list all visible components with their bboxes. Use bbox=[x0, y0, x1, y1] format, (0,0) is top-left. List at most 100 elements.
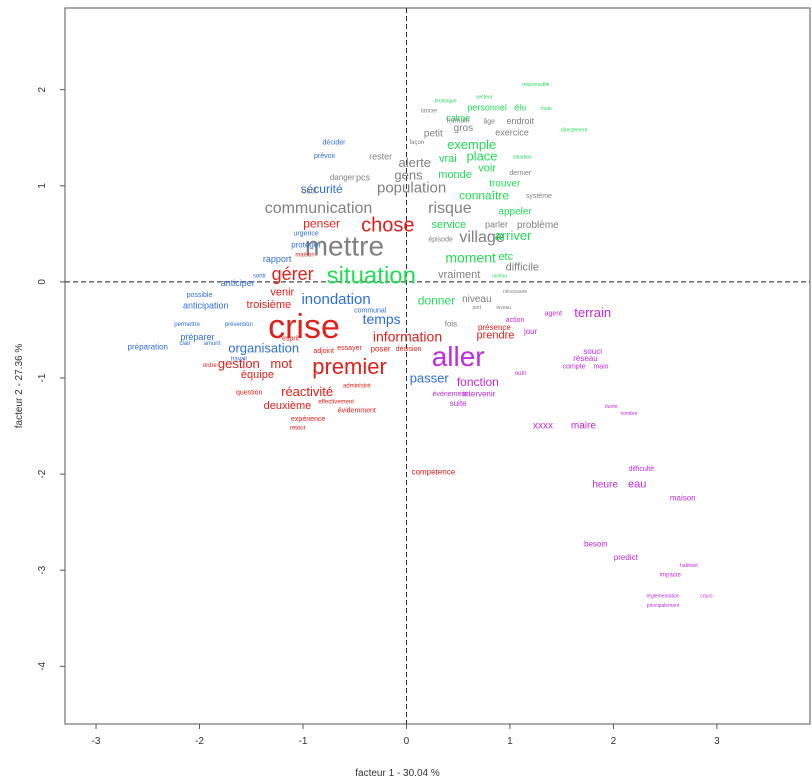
word-point: décider bbox=[323, 139, 347, 146]
word-point: fonction bbox=[457, 375, 499, 389]
word-point: moment bbox=[445, 250, 496, 266]
y-axis-title: facteur 2 - 27.36 % bbox=[14, 344, 25, 429]
word-point: service bbox=[431, 219, 466, 231]
word-point: personnel bbox=[467, 102, 507, 112]
word-point: jour bbox=[523, 327, 538, 336]
word-point: petit bbox=[424, 129, 443, 140]
word-point: permettre bbox=[174, 322, 200, 328]
word-point: agent bbox=[545, 310, 563, 317]
word-point: outil bbox=[515, 371, 526, 377]
word-point: responsable bbox=[522, 82, 549, 88]
word-point: intervenir bbox=[462, 389, 495, 398]
word-point: situation bbox=[327, 262, 416, 289]
word-point: venir bbox=[270, 286, 294, 298]
word-point: etc bbox=[498, 251, 513, 263]
word-point: monde bbox=[438, 169, 472, 181]
word-point: voir bbox=[478, 162, 496, 174]
word-point: réglementation bbox=[647, 594, 680, 600]
word-point: vrai bbox=[439, 153, 457, 165]
word-point: système bbox=[526, 193, 552, 200]
word-point: gens bbox=[394, 168, 423, 183]
word-point: predict bbox=[614, 553, 639, 562]
word-point: besoin bbox=[584, 539, 608, 548]
word-point: terrain bbox=[574, 305, 611, 320]
x-tick-label: 2 bbox=[611, 736, 617, 747]
word-point: prévention bbox=[225, 322, 253, 328]
word-point: main bbox=[593, 363, 608, 370]
word-point: trouver bbox=[489, 179, 521, 190]
word-point: décision bbox=[396, 346, 422, 353]
word-point: clair bbox=[180, 341, 191, 347]
word-point: effectivement bbox=[318, 400, 354, 406]
word-point: organisation bbox=[228, 341, 299, 356]
word-point: troisième bbox=[247, 299, 292, 311]
word-point: endroit bbox=[507, 116, 535, 126]
word-point: situation bbox=[513, 154, 532, 160]
word-point: aller bbox=[432, 341, 485, 372]
word-point: pcs bbox=[356, 172, 371, 182]
word-point: risque bbox=[428, 200, 472, 217]
word-point: préparation bbox=[128, 342, 168, 351]
word-point: fois bbox=[445, 319, 457, 328]
word-point: élu bbox=[514, 102, 526, 112]
x-tick-label: -2 bbox=[195, 736, 204, 747]
word-point: information bbox=[373, 328, 442, 344]
x-tick-label: 1 bbox=[507, 736, 513, 747]
word-point: parler bbox=[485, 220, 508, 230]
word-point: maison bbox=[670, 493, 696, 502]
y-tick-label: 2 bbox=[37, 86, 48, 92]
word-point: xxxx bbox=[533, 421, 553, 432]
word-point: problème bbox=[517, 220, 559, 231]
word-point: rester bbox=[369, 151, 392, 161]
word-point: équipe bbox=[241, 369, 274, 381]
word-point: protéger bbox=[291, 240, 321, 249]
word-point: nécessaire bbox=[503, 289, 527, 295]
word-point: suite bbox=[450, 399, 467, 408]
word-point: eau bbox=[628, 479, 646, 491]
word-point: route bbox=[540, 106, 552, 112]
word-point: gérer bbox=[272, 264, 314, 284]
word-point: compte bbox=[563, 363, 586, 370]
word-point: gros bbox=[454, 123, 473, 134]
word-point: donner bbox=[418, 293, 455, 307]
word-point: appeler bbox=[498, 206, 532, 217]
word-point: dernier bbox=[509, 170, 531, 177]
word-point: travail bbox=[231, 356, 247, 362]
word-point: sortir bbox=[253, 274, 266, 280]
word-point: niveau bbox=[496, 305, 511, 311]
word-point: urgence bbox=[293, 231, 318, 238]
word-point: prévoir bbox=[314, 153, 336, 160]
word-point: anticipation bbox=[183, 300, 229, 310]
word-point: outil bbox=[302, 187, 317, 196]
word-point: impacte bbox=[660, 573, 682, 579]
word-point: directement bbox=[561, 127, 588, 133]
word-point: cours bbox=[700, 594, 713, 600]
word-point: secteur bbox=[476, 95, 493, 101]
word-point: événement bbox=[433, 391, 468, 398]
word-point: humain bbox=[447, 117, 470, 124]
word-point: maison bbox=[295, 253, 314, 259]
word-point: penser bbox=[303, 216, 340, 230]
x-tick-label: -3 bbox=[92, 736, 101, 747]
word-point: compétence bbox=[412, 467, 456, 476]
word-point: évidemment bbox=[338, 408, 376, 415]
word-point: premier bbox=[312, 354, 387, 379]
word-point: place bbox=[466, 148, 497, 163]
y-tick-label: -3 bbox=[37, 565, 48, 574]
x-tick-label: 3 bbox=[714, 736, 720, 747]
word-point: adjoint bbox=[313, 348, 334, 355]
word-point: nombre bbox=[620, 411, 637, 417]
word-point: exercice bbox=[495, 127, 529, 137]
word-point: poser bbox=[371, 344, 391, 353]
word-point: durée bbox=[605, 404, 618, 410]
word-point: présence bbox=[478, 323, 511, 332]
x-tick-label: -1 bbox=[299, 736, 308, 747]
word-point: possible bbox=[187, 292, 213, 299]
word-point: anticiper bbox=[221, 278, 255, 288]
y-tick-label: -4 bbox=[37, 661, 48, 670]
word-point: amont bbox=[204, 341, 221, 347]
word-point: heure bbox=[592, 479, 618, 490]
word-point: danger bbox=[330, 173, 355, 182]
word-point: esprit bbox=[282, 335, 299, 342]
